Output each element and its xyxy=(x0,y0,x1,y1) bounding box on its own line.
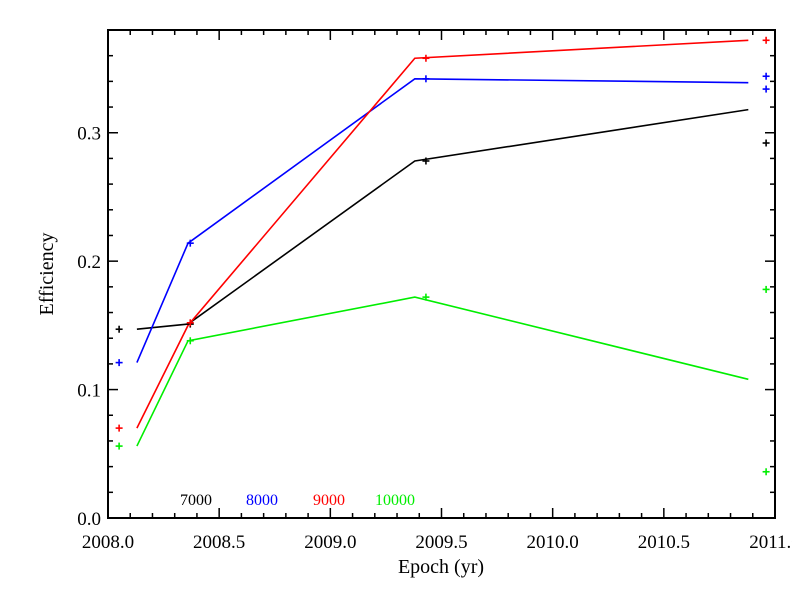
data-point-7000 xyxy=(762,139,770,147)
x-tick-label: 2009.5 xyxy=(415,532,467,553)
y-tick-label: 0.3 xyxy=(77,124,101,145)
series-lines xyxy=(136,39,749,447)
x-tick-label: 2008.5 xyxy=(193,532,245,553)
data-point-8000 xyxy=(762,72,770,80)
series-line-9000 xyxy=(136,39,749,429)
data-point-9000 xyxy=(762,36,770,44)
data-point-7000 xyxy=(422,157,430,165)
x-tick-label: 2011.0 xyxy=(749,532,792,553)
legend-label-8000: 8000 xyxy=(246,492,278,509)
y-tick-label: 0.2 xyxy=(77,252,101,273)
series-line-10000 xyxy=(136,296,749,447)
data-point-10000 xyxy=(762,468,770,476)
x-tick-label: 2010.5 xyxy=(638,532,690,553)
series-line-8000 xyxy=(136,77,749,363)
y-tick-labels: 0.0 0.1 0.2 0.3 xyxy=(77,124,101,530)
plot-frame xyxy=(107,29,776,519)
legend-label-7000: 7000 xyxy=(180,492,212,509)
data-point-10000 xyxy=(762,285,770,293)
y-tick-label: 0.1 xyxy=(77,381,101,402)
legend: 7000 8000 9000 10000 xyxy=(180,492,415,509)
data-point-8000 xyxy=(762,85,770,93)
x-tick-label: 2009.0 xyxy=(304,532,356,553)
data-point-10000 xyxy=(186,337,194,345)
y-axis-label: Efficiency xyxy=(36,233,58,316)
data-point-8000 xyxy=(115,359,123,367)
data-point-9000 xyxy=(115,424,123,432)
data-point-7000 xyxy=(115,325,123,333)
data-point-9000 xyxy=(422,54,430,62)
data-point-9000 xyxy=(186,319,194,327)
series-points xyxy=(115,36,770,476)
x-tick-label: 2008.0 xyxy=(82,532,134,553)
data-point-8000 xyxy=(186,239,194,247)
series-line-7000 xyxy=(136,108,749,331)
data-point-10000 xyxy=(422,293,430,301)
legend-label-10000: 10000 xyxy=(375,492,415,509)
x-axis-label: Epoch (yr) xyxy=(398,556,484,578)
legend-label-9000: 9000 xyxy=(313,492,345,509)
x-tick-label: 2010.0 xyxy=(527,532,579,553)
data-point-10000 xyxy=(115,442,123,450)
y-tick-label: 0.0 xyxy=(77,509,101,530)
axis-ticks xyxy=(107,29,776,519)
data-point-8000 xyxy=(422,75,430,83)
x-tick-labels: 2008.0 2008.5 2009.0 2009.5 2010.0 2010.5 2011… xyxy=(82,532,792,553)
